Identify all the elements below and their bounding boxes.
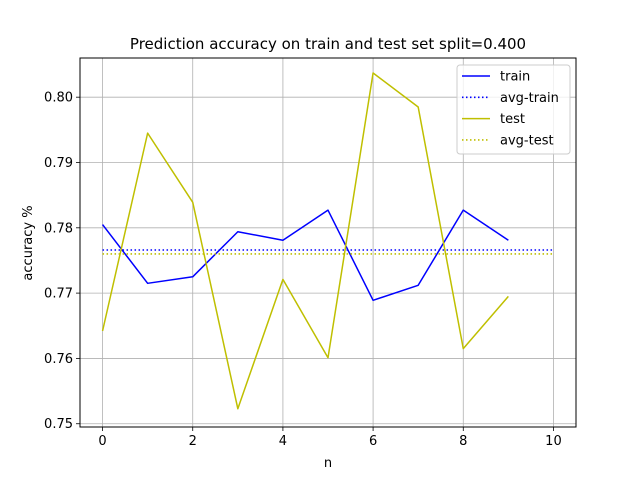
x-tick-label: 0 <box>98 434 106 449</box>
x-tick-label: 4 <box>279 434 287 449</box>
x-tick-label: 10 <box>545 434 562 449</box>
legend-label-avg-train: avg-train <box>500 91 559 106</box>
x-axis-label: n <box>324 456 332 471</box>
y-axis-ticks: 0.75 0.76 0.77 0.78 0.79 0.80 <box>44 91 80 432</box>
chart-title: Prediction accuracy on train and test se… <box>130 35 526 53</box>
x-axis-ticks: 0 2 4 6 8 10 <box>98 427 562 449</box>
series-line-train <box>101 209 509 302</box>
y-tick-label: 0.78 <box>44 221 73 236</box>
legend-label-test: test <box>500 112 525 127</box>
y-tick-label: 0.77 <box>44 287 73 302</box>
plot-frame <box>79 57 577 428</box>
x-tick-label: 2 <box>189 434 197 449</box>
series-line-test <box>101 72 509 410</box>
y-axis-label: accuracy % <box>21 205 36 280</box>
y-tick-label: 0.75 <box>44 417 73 432</box>
x-tick-label: 8 <box>459 434 467 449</box>
legend-frame <box>456 64 571 155</box>
y-tick-label: 0.79 <box>44 156 73 171</box>
legend: train avg-train test avg-test <box>456 64 571 155</box>
legend-label-avg-test: avg-test <box>500 133 554 148</box>
legend-label-train: train <box>500 70 530 85</box>
x-tick-label: 6 <box>369 434 377 449</box>
y-tick-label: 0.76 <box>44 352 73 367</box>
y-tick-label: 0.80 <box>44 91 73 106</box>
series-group <box>101 72 554 410</box>
